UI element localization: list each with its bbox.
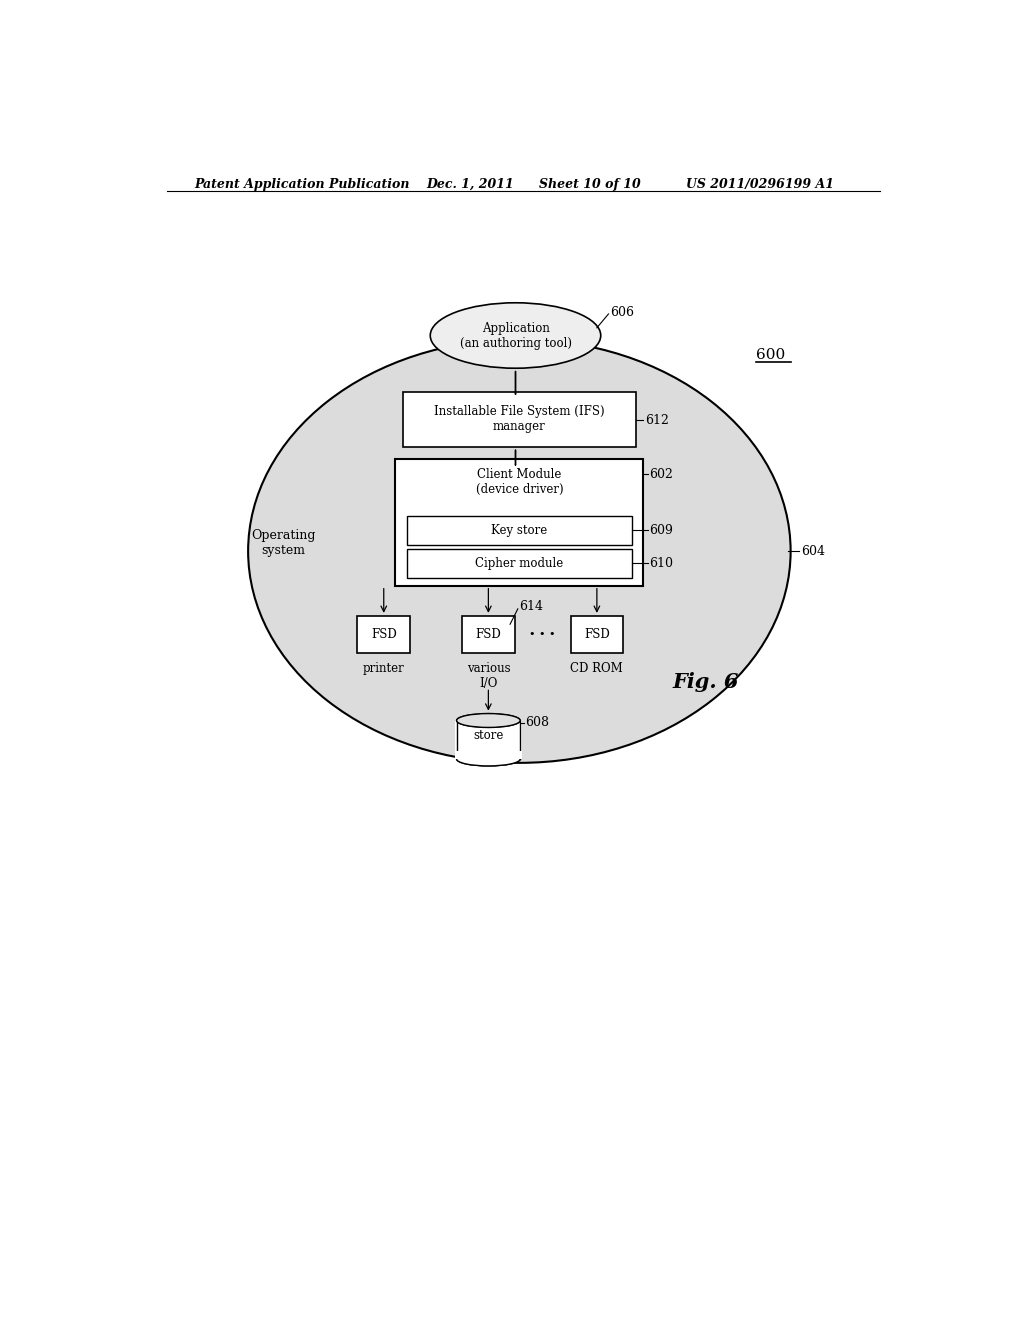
Ellipse shape — [248, 339, 791, 763]
FancyBboxPatch shape — [455, 751, 521, 759]
Text: • • •: • • • — [529, 630, 556, 639]
Text: FSD: FSD — [475, 628, 502, 640]
Text: Patent Application Publication: Patent Application Publication — [194, 178, 410, 190]
Ellipse shape — [457, 714, 520, 727]
Text: 604: 604 — [801, 545, 824, 557]
Text: 610: 610 — [649, 557, 674, 570]
Text: CD ROM: CD ROM — [570, 663, 624, 675]
Text: 612: 612 — [645, 413, 669, 426]
Text: FSD: FSD — [584, 628, 609, 640]
Text: 600: 600 — [756, 347, 785, 362]
Text: Fig. 6: Fig. 6 — [672, 672, 738, 692]
Text: Sheet 10 of 10: Sheet 10 of 10 — [539, 178, 640, 190]
Text: 606: 606 — [610, 306, 634, 319]
FancyBboxPatch shape — [462, 616, 515, 653]
FancyBboxPatch shape — [407, 516, 632, 545]
Ellipse shape — [457, 752, 520, 766]
Text: 614: 614 — [519, 601, 544, 612]
FancyBboxPatch shape — [357, 616, 410, 653]
Ellipse shape — [457, 714, 520, 727]
FancyBboxPatch shape — [457, 721, 520, 759]
Ellipse shape — [430, 302, 601, 368]
Text: Dec. 1, 2011: Dec. 1, 2011 — [426, 178, 514, 190]
Text: 602: 602 — [649, 467, 674, 480]
Text: Cipher module: Cipher module — [475, 557, 563, 570]
Text: various
I/O: various I/O — [467, 663, 510, 690]
Text: Operating
system: Operating system — [251, 529, 315, 557]
Text: 608: 608 — [525, 717, 550, 730]
Text: Application
(an authoring tool): Application (an authoring tool) — [460, 322, 571, 350]
Text: US 2011/0296199 A1: US 2011/0296199 A1 — [686, 178, 834, 190]
Text: Key store: Key store — [492, 524, 548, 537]
FancyBboxPatch shape — [455, 721, 521, 759]
FancyBboxPatch shape — [403, 392, 636, 447]
Text: store: store — [473, 730, 504, 742]
Text: FSD: FSD — [371, 628, 396, 640]
Text: Client Module
(device driver): Client Module (device driver) — [475, 467, 563, 496]
Text: printer: printer — [362, 663, 404, 675]
Ellipse shape — [457, 752, 520, 766]
FancyBboxPatch shape — [407, 549, 632, 578]
FancyBboxPatch shape — [570, 616, 624, 653]
Text: 609: 609 — [649, 524, 674, 537]
FancyBboxPatch shape — [395, 459, 643, 586]
Text: Installable File System (IFS)
manager: Installable File System (IFS) manager — [434, 405, 605, 433]
